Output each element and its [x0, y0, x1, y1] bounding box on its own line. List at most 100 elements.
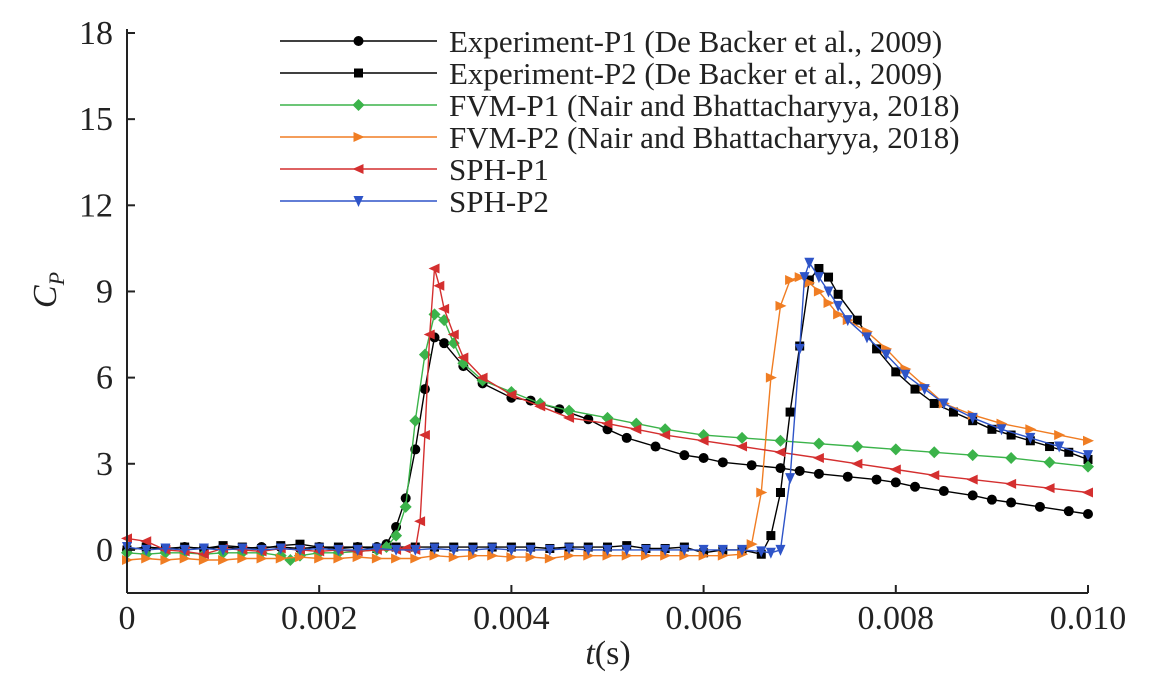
data-point-triangle-right — [353, 132, 365, 142]
data-point-triangle-right — [218, 554, 230, 565]
data-point-triangle-left — [428, 263, 440, 274]
data-point-triangle-left — [140, 536, 152, 547]
legend-label: Experiment-P1 (De Backer et al., 2009) — [449, 24, 942, 59]
data-point-diamond — [812, 437, 825, 450]
data-point-triangle-down — [1025, 432, 1036, 444]
data-point-circle — [419, 384, 430, 395]
data-point-circle — [1034, 501, 1045, 512]
data-point-diamond — [966, 449, 979, 462]
data-point-triangle-right — [660, 550, 672, 561]
data-point-triangle-right — [698, 550, 710, 561]
data-point-triangle-right — [256, 553, 268, 564]
y-axis-title: CP — [27, 272, 69, 308]
data-point-triangle-right — [813, 286, 825, 297]
data-point-triangle-left — [423, 329, 435, 340]
data-point-triangle-down — [583, 544, 594, 556]
data-point-diamond — [928, 446, 941, 459]
data-point-diamond — [409, 414, 422, 427]
plot-area — [121, 257, 1094, 566]
data-point-square — [295, 539, 305, 549]
data-point-triangle-right — [756, 487, 768, 498]
y-tick-label: 3 — [96, 446, 113, 483]
data-point-triangle-right — [621, 550, 633, 561]
data-point-square — [872, 344, 882, 354]
data-point-triangle-left — [1005, 478, 1017, 489]
x-axis-title-var: t — [585, 635, 596, 672]
data-point-triangle-left — [399, 543, 411, 554]
data-point-triangle-down — [371, 543, 382, 555]
data-point-square — [987, 424, 997, 434]
series-5 — [121, 263, 1093, 560]
data-point-square — [1045, 442, 1055, 452]
x-axis-title: t(s) — [585, 635, 630, 672]
legend-entry: FVM-P2 (Nair and Bhattacharyya, 2018) — [280, 120, 960, 155]
data-point-circle — [621, 432, 632, 443]
y-tick-label: 15 — [79, 101, 113, 138]
data-point-circle — [813, 468, 824, 479]
data-point-triangle-left — [563, 412, 575, 423]
data-point-triangle-down — [679, 544, 690, 556]
data-point-square — [833, 289, 843, 299]
data-point-triangle-right — [1083, 435, 1094, 446]
data-point-triangle-left — [928, 470, 940, 481]
data-point-triangle-down — [1083, 450, 1093, 462]
data-point-triangle-left — [1082, 487, 1093, 498]
data-point-triangle-down — [353, 196, 364, 207]
y-tick-label: 18 — [79, 15, 113, 52]
data-point-triangle-right — [314, 553, 326, 564]
data-point-triangle-right — [525, 552, 537, 563]
data-point-triangle-left — [601, 418, 613, 429]
data-point-triangle-down — [717, 544, 728, 556]
data-point-square — [929, 398, 939, 408]
data-point-triangle-down — [602, 544, 613, 556]
data-point-triangle-down — [487, 543, 498, 555]
data-point-triangle-down — [179, 544, 190, 556]
series-2 — [122, 263, 1093, 559]
y-axis-title-sub: P — [44, 272, 69, 286]
data-point-circle — [679, 450, 690, 461]
data-point-triangle-down — [621, 544, 632, 556]
data-point-circle — [967, 490, 978, 501]
data-point-triangle-down — [294, 544, 305, 556]
series-1 — [122, 332, 1093, 555]
data-point-triangle-right — [429, 550, 441, 561]
data-point-circle — [583, 414, 594, 425]
data-point-diamond — [851, 440, 864, 453]
x-tick-label: 0.002 — [281, 600, 358, 637]
series-line — [126, 262, 1089, 554]
data-point-triangle-right — [833, 309, 845, 320]
data-point-triangle-down — [938, 398, 949, 410]
data-point-circle — [650, 441, 661, 452]
data-point-triangle-down — [765, 547, 776, 559]
data-point-square — [824, 272, 834, 282]
data-point-square — [891, 367, 901, 377]
data-point-triangle-left — [851, 458, 863, 469]
data-point-triangle-left — [438, 303, 450, 314]
data-point-square — [354, 68, 363, 78]
y-tick-label: 9 — [96, 273, 113, 310]
data-point-diamond — [390, 529, 403, 542]
data-point-circle — [698, 453, 709, 464]
data-point-triangle-down — [823, 286, 834, 298]
data-point-triangle-down — [756, 546, 767, 558]
data-point-square — [775, 487, 785, 497]
data-point-triangle-down — [275, 543, 286, 555]
data-point-triangle-down — [544, 544, 555, 556]
data-point-triangle-right — [352, 552, 364, 563]
data-point-triangle-down — [919, 384, 930, 396]
data-point-triangle-down — [804, 257, 815, 269]
data-point-triangle-left — [697, 435, 709, 446]
data-point-triangle-right — [602, 550, 614, 561]
series-line — [126, 313, 1089, 561]
data-point-triangle-left — [447, 329, 459, 340]
data-point-square — [948, 407, 958, 417]
data-point-triangle-left — [966, 474, 978, 485]
data-point-triangle-right — [640, 550, 652, 561]
data-point-triangle-right — [506, 552, 518, 563]
data-point-diamond — [399, 500, 412, 513]
data-point-square — [1006, 430, 1016, 440]
data-point-triangle-left — [736, 441, 748, 452]
data-point-triangle-left — [352, 164, 364, 174]
data-point-triangle-right — [717, 550, 729, 561]
data-point-triangle-down — [698, 544, 709, 556]
